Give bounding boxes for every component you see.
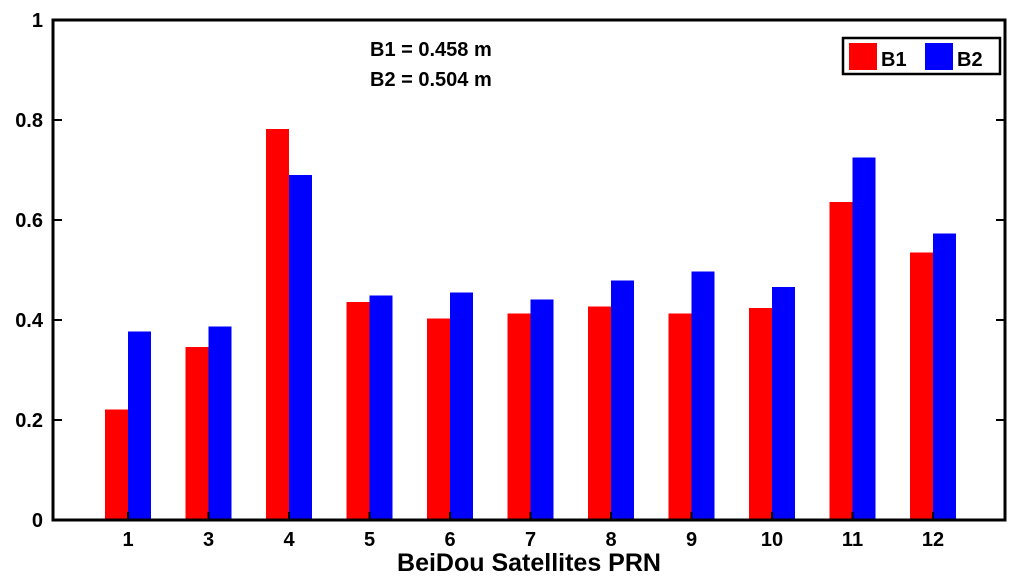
bar-b1-prn-3 — [185, 347, 209, 520]
x-tick-labels: 1 3 4 5 6 7 8 9 10 11 12 — [122, 512, 944, 551]
bar-b2-prn-1 — [128, 331, 151, 520]
plot-frame — [51, 18, 1007, 522]
x-tick-label: 11 — [842, 529, 863, 551]
bar-b1-prn-5 — [346, 302, 370, 520]
legend: B1 B2 — [841, 36, 1002, 76]
x-tick-label: 1 — [122, 529, 133, 551]
x-tick-label: 6 — [444, 529, 455, 551]
annotation-b1-mean: B1 = 0.458 m — [370, 39, 492, 61]
bar-b1-prn-12 — [910, 252, 933, 520]
legend-swatch-b2 — [925, 43, 953, 70]
y-tick-label: 0.8 — [15, 110, 43, 132]
x-tick-label: 7 — [525, 529, 536, 551]
bar-b1-prn-6 — [427, 318, 450, 520]
x-tick-label: 3 — [203, 529, 214, 551]
bar-b1-prn-9 — [668, 313, 692, 520]
bar-b2-prn-12 — [933, 233, 956, 520]
bar-b1-prn-1 — [105, 409, 128, 520]
x-tick-label: 9 — [686, 529, 697, 551]
legend-label-b2: B2 — [957, 49, 983, 71]
bar-b2-prn-5 — [369, 295, 393, 520]
x-tick-label: 5 — [364, 529, 375, 551]
x-axis-label: BeiDou Satellites PRN — [397, 549, 661, 577]
y-tick-label: 0 — [32, 510, 43, 532]
bar-b2-prn-8 — [611, 280, 634, 520]
bar-b2-prn-6 — [450, 292, 473, 520]
bar-b2-prn-4 — [289, 175, 312, 520]
bar-b1-prn-8 — [588, 306, 611, 520]
y-tick-label: 0.6 — [15, 210, 43, 232]
bar-b2-prn-9 — [691, 271, 715, 520]
bar-b2-prn-11 — [852, 157, 876, 520]
x-tick-label: 4 — [283, 529, 295, 551]
bar-b1-prn-7 — [507, 313, 531, 520]
bar-b1-prn-4 — [266, 129, 289, 520]
y-tick-label: 1 — [32, 10, 43, 32]
bars-layer — [105, 129, 956, 520]
legend-swatch-b1 — [849, 43, 877, 70]
bar-b2-prn-7 — [530, 299, 554, 520]
y-tick-label: 0.4 — [15, 310, 44, 332]
bar-b2-prn-3 — [208, 326, 232, 520]
bar-b1-prn-11 — [829, 202, 853, 520]
legend-label-b1: B1 — [881, 49, 907, 71]
bar-b2-prn-10 — [772, 287, 795, 520]
bar-b1-prn-10 — [749, 308, 772, 520]
x-tick-label: 12 — [922, 529, 944, 551]
annotation-b2-mean: B2 = 0.504 m — [370, 69, 492, 91]
x-tick-label: 10 — [761, 529, 783, 551]
x-tick-label: 8 — [605, 529, 616, 551]
y-tick-label: 0.2 — [15, 410, 43, 432]
